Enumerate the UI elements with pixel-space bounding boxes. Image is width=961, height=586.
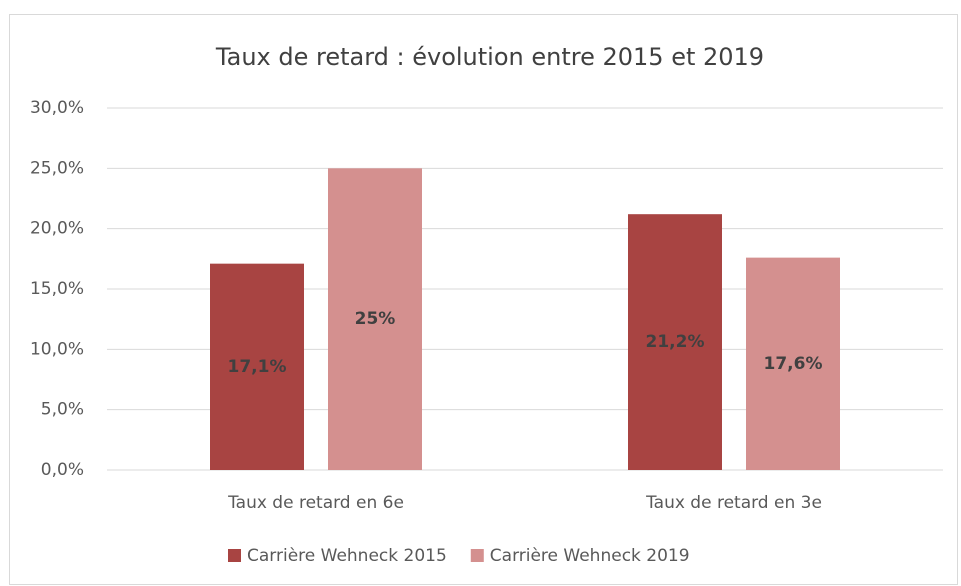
y-tick-label: 10,0% xyxy=(30,339,84,359)
bar xyxy=(628,214,722,470)
bar xyxy=(746,257,840,470)
y-tick-label: 5,0% xyxy=(41,400,84,420)
legend-swatch xyxy=(470,549,484,562)
x-tick-label: Taux de retard en 6e xyxy=(227,493,404,513)
y-tick-label: 25,0% xyxy=(30,158,84,178)
value-label: 25% xyxy=(355,309,396,329)
y-tick-label: 20,0% xyxy=(30,219,84,239)
x-tick-label: Taux de retard en 3e xyxy=(645,493,822,513)
y-tick-label: 15,0% xyxy=(30,279,84,299)
value-label: 17,1% xyxy=(228,357,287,377)
y-tick-label: 0,0% xyxy=(41,460,84,480)
legend-swatch xyxy=(228,549,241,562)
value-label: 21,2% xyxy=(646,332,705,352)
bar xyxy=(210,263,304,470)
chart-title: Taux de retard : évolution entre 2015 et… xyxy=(215,43,764,71)
value-label: 17,6% xyxy=(764,354,823,374)
legend-label: Carrière Wehneck 2019 xyxy=(490,546,690,566)
y-tick-label: 30,0% xyxy=(30,98,84,118)
bar xyxy=(328,168,422,471)
legend-label: Carrière Wehneck 2015 xyxy=(247,546,447,566)
